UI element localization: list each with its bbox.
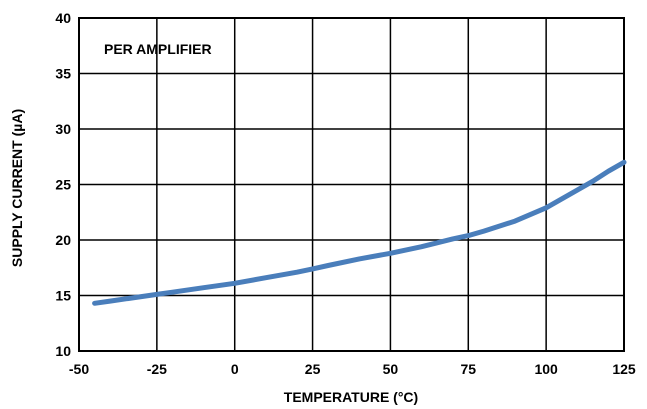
x-tick-label: -25 bbox=[147, 361, 167, 377]
y-tick-label: 35 bbox=[55, 66, 71, 82]
x-tick-labels: -50 -25 0 25 50 75 100 125 bbox=[69, 361, 636, 377]
per-amplifier-annotation: PER AMPLIFIER bbox=[104, 41, 212, 57]
y-tick-labels: 10 15 20 25 30 35 40 bbox=[55, 10, 71, 359]
x-axis-title: TEMPERATURE (°C) bbox=[284, 389, 418, 405]
plot-frame bbox=[78, 17, 625, 352]
series-line bbox=[92, 159, 627, 306]
x-tick-label: 75 bbox=[460, 361, 476, 377]
x-tick-label: 25 bbox=[305, 361, 321, 377]
y-tick-label: 25 bbox=[55, 177, 71, 193]
y-tick-label: 10 bbox=[55, 343, 71, 359]
x-tick-label: 125 bbox=[612, 361, 636, 377]
y-tick-label: 15 bbox=[55, 288, 71, 304]
x-tick-label: -50 bbox=[69, 361, 89, 377]
y-tick-label: 30 bbox=[55, 121, 71, 137]
x-tick-label: 0 bbox=[231, 361, 239, 377]
y-tick-label: 40 bbox=[55, 10, 71, 26]
y-axis-title: SUPPLY CURRENT (µA) bbox=[9, 109, 25, 267]
x-tick-label: 100 bbox=[534, 361, 558, 377]
plot-border bbox=[78, 17, 625, 352]
y-tick-label: 20 bbox=[55, 232, 71, 248]
chart-grid bbox=[78, 17, 625, 352]
x-tick-label: 50 bbox=[383, 361, 399, 377]
